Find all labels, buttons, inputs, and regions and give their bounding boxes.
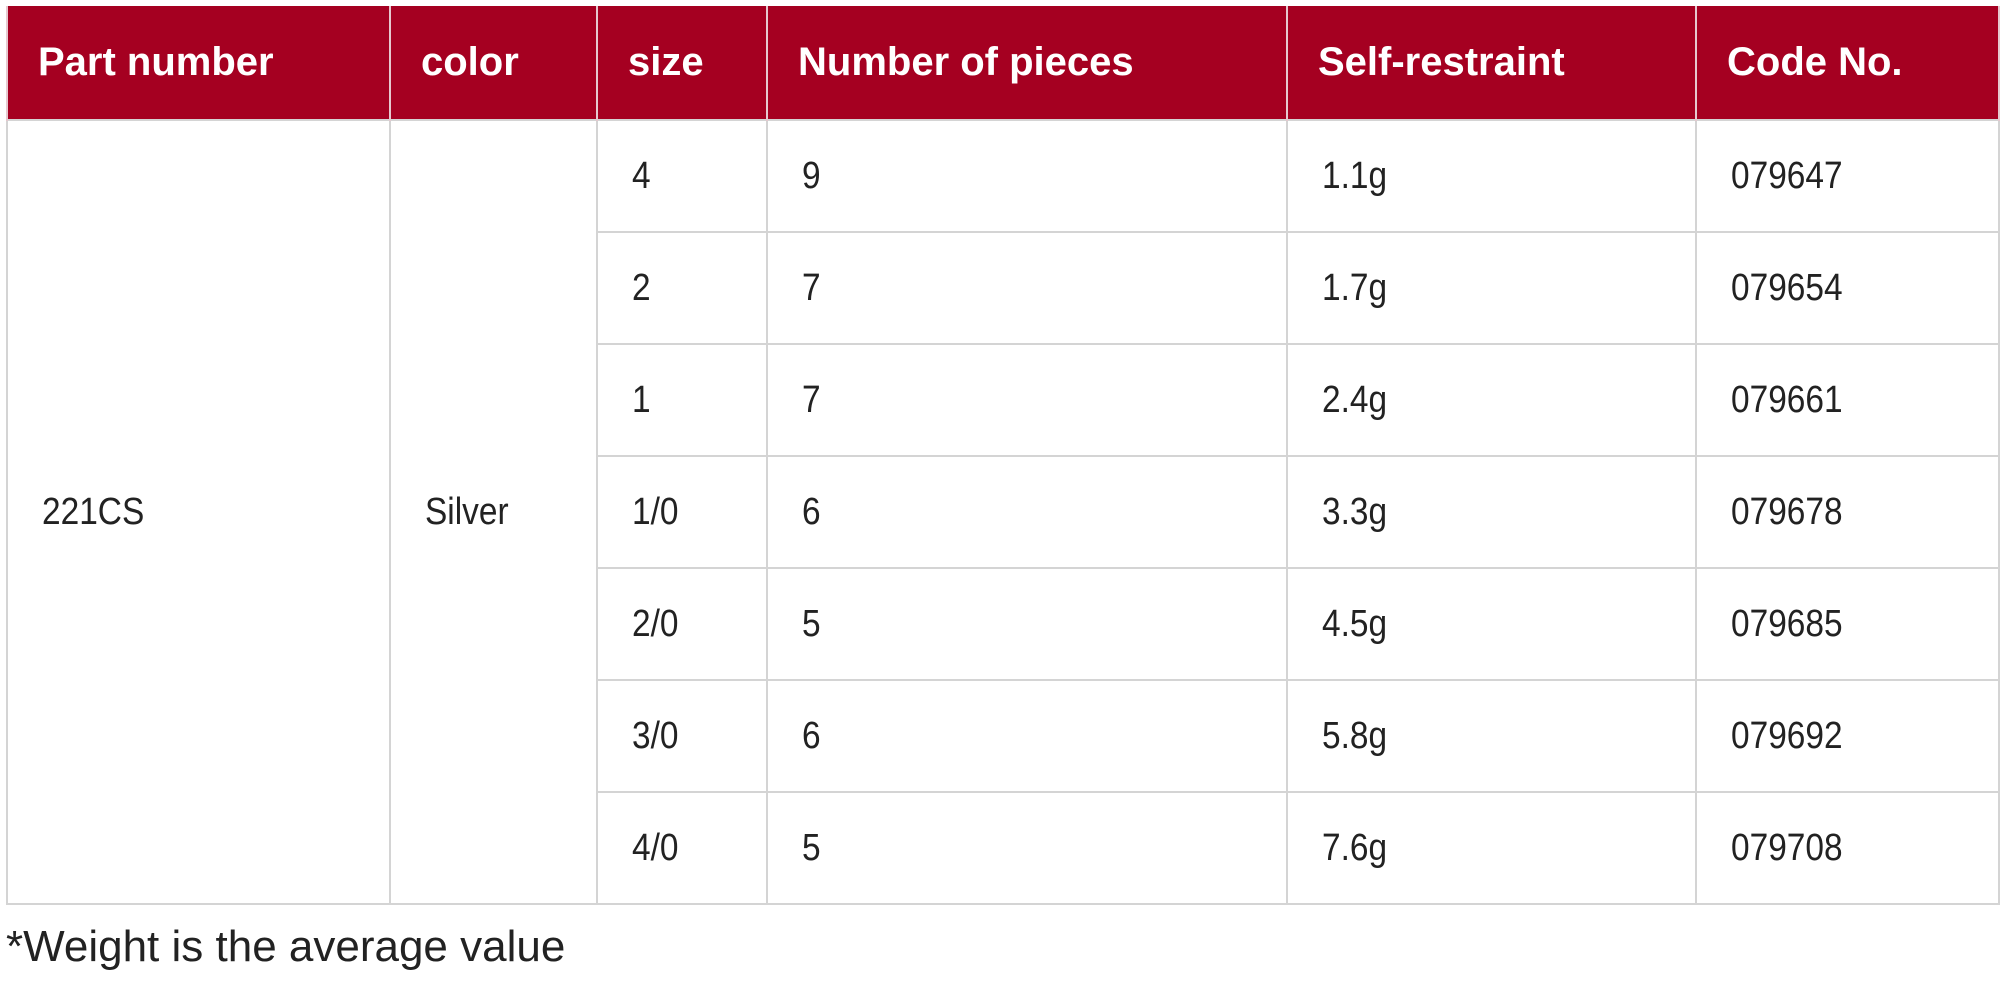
size-cell: 1/0 bbox=[596, 455, 768, 569]
number-of-pieces-value: 5 bbox=[802, 826, 821, 869]
code-no-cell: 079661 bbox=[1695, 343, 2000, 457]
size-value: 2/0 bbox=[632, 602, 679, 645]
size-cell: 4/0 bbox=[596, 791, 768, 905]
size-value: 4/0 bbox=[632, 826, 679, 869]
self-restraint-value: 1.1g bbox=[1322, 154, 1388, 197]
code-no-value: 079692 bbox=[1731, 714, 1843, 757]
header-part-number: Part number bbox=[6, 6, 391, 120]
table-row: 221CS Silver 4 9 1.1g 079647 bbox=[6, 119, 2000, 905]
product-spec-table: Part number color size Number of pieces … bbox=[6, 6, 2000, 905]
number-of-pieces-cell: 6 bbox=[766, 679, 1288, 793]
number-of-pieces-cell: 9 bbox=[766, 119, 1288, 233]
self-restraint-value: 7.6g bbox=[1322, 826, 1388, 869]
code-no-value: 079685 bbox=[1731, 602, 1843, 645]
header-number-of-pieces: Number of pieces bbox=[766, 6, 1288, 120]
self-restraint-value: 3.3g bbox=[1322, 490, 1388, 533]
self-restraint-value: 1.7g bbox=[1322, 266, 1388, 309]
table-row: 2 7 1.7g 079654 bbox=[7, 231, 2000, 345]
code-no-value: 079647 bbox=[1731, 154, 1843, 197]
self-restraint-cell: 4.5g bbox=[1286, 567, 1697, 681]
number-of-pieces-value: 7 bbox=[802, 266, 821, 309]
number-of-pieces-cell: 5 bbox=[766, 567, 1288, 681]
code-no-cell: 079708 bbox=[1695, 791, 2000, 905]
header-row: Part number color size Number of pieces … bbox=[6, 6, 2000, 120]
color-value: Silver bbox=[425, 490, 509, 533]
size-cell: 2/0 bbox=[596, 567, 768, 681]
code-no-cell: 079654 bbox=[1695, 231, 2000, 345]
size-value: 1/0 bbox=[632, 490, 679, 533]
size-value: 1 bbox=[632, 378, 651, 421]
self-restraint-value: 2.4g bbox=[1322, 378, 1388, 421]
size-cell: 2 bbox=[596, 231, 768, 345]
code-no-value: 079708 bbox=[1731, 826, 1843, 869]
number-of-pieces-value: 5 bbox=[802, 602, 821, 645]
number-of-pieces-cell: 5 bbox=[766, 791, 1288, 905]
self-restraint-cell: 7.6g bbox=[1286, 791, 1697, 905]
color-cell: Silver bbox=[389, 119, 598, 905]
header-code-no: Code No. bbox=[1695, 6, 2000, 120]
size-cell: 4 bbox=[596, 119, 768, 233]
self-restraint-value: 4.5g bbox=[1322, 602, 1388, 645]
number-of-pieces-cell: 6 bbox=[766, 455, 1288, 569]
number-of-pieces-value: 6 bbox=[802, 490, 821, 533]
code-no-value: 079661 bbox=[1731, 378, 1843, 421]
size-cell: 1 bbox=[596, 343, 768, 457]
table-row: 1/0 6 3.3g 079678 bbox=[7, 455, 2000, 569]
size-value: 3/0 bbox=[632, 714, 679, 757]
size-cell: 3/0 bbox=[596, 679, 768, 793]
part-number-cell: 221CS bbox=[6, 119, 391, 905]
self-restraint-cell: 1.1g bbox=[1286, 119, 1697, 233]
header-color: color bbox=[389, 6, 598, 120]
header-self-restraint: Self-restraint bbox=[1286, 6, 1697, 120]
code-no-cell: 079647 bbox=[1695, 119, 2000, 233]
table-row: 3/0 6 5.8g 079692 bbox=[7, 679, 2000, 793]
code-no-cell: 079685 bbox=[1695, 567, 2000, 681]
self-restraint-cell: 5.8g bbox=[1286, 679, 1697, 793]
table-row: 1 7 2.4g 079661 bbox=[7, 343, 2000, 457]
number-of-pieces-value: 6 bbox=[802, 714, 821, 757]
code-no-cell: 079678 bbox=[1695, 455, 2000, 569]
self-restraint-cell: 2.4g bbox=[1286, 343, 1697, 457]
code-no-value: 079654 bbox=[1731, 266, 1843, 309]
size-value: 2 bbox=[632, 266, 651, 309]
number-of-pieces-value: 7 bbox=[802, 378, 821, 421]
part-number: 221CS bbox=[42, 490, 145, 533]
self-restraint-value: 5.8g bbox=[1322, 714, 1388, 757]
number-of-pieces-cell: 7 bbox=[766, 231, 1288, 345]
size-value: 4 bbox=[632, 154, 651, 197]
header-size: size bbox=[596, 6, 768, 120]
footnote: *Weight is the average value bbox=[6, 922, 566, 971]
self-restraint-cell: 1.7g bbox=[1286, 231, 1697, 345]
table-row: 4/0 5 7.6g 079708 bbox=[7, 791, 2000, 905]
number-of-pieces-cell: 7 bbox=[766, 343, 1288, 457]
self-restraint-cell: 3.3g bbox=[1286, 455, 1697, 569]
table-row: 2/0 5 4.5g 079685 bbox=[7, 567, 2000, 681]
code-no-cell: 079692 bbox=[1695, 679, 2000, 793]
code-no-value: 079678 bbox=[1731, 490, 1843, 533]
number-of-pieces-value: 9 bbox=[802, 154, 821, 197]
